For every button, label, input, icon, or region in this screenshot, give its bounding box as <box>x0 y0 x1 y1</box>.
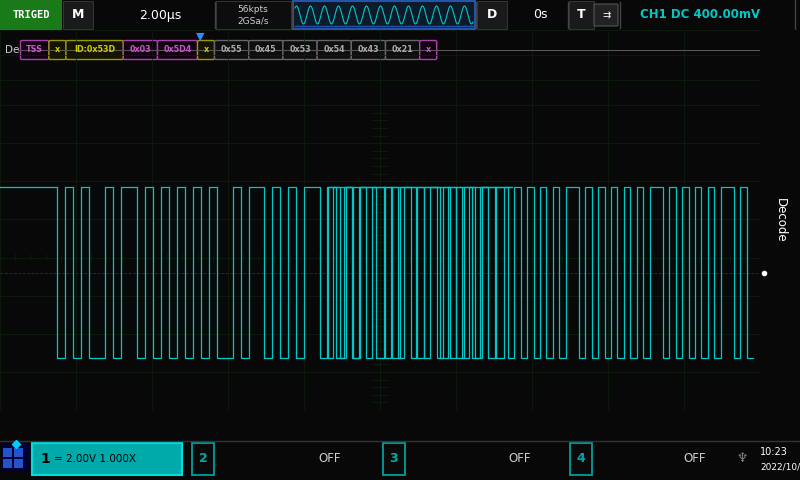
FancyBboxPatch shape <box>383 443 405 475</box>
Text: 0x21: 0x21 <box>392 46 414 55</box>
FancyBboxPatch shape <box>293 1 475 29</box>
FancyBboxPatch shape <box>14 448 23 457</box>
Text: ▼: ▼ <box>196 32 204 42</box>
Text: OFF: OFF <box>684 453 706 466</box>
FancyBboxPatch shape <box>569 1 594 29</box>
Text: 0x03: 0x03 <box>130 46 151 55</box>
Text: = 2.00V 1.000X: = 2.00V 1.000X <box>54 454 136 464</box>
FancyBboxPatch shape <box>3 459 12 468</box>
FancyBboxPatch shape <box>32 443 182 475</box>
FancyBboxPatch shape <box>63 1 93 29</box>
Text: OFF: OFF <box>509 453 531 466</box>
Text: De: De <box>5 45 19 55</box>
Text: 4: 4 <box>577 453 586 466</box>
Text: 3: 3 <box>390 453 398 466</box>
Text: 2: 2 <box>198 453 207 466</box>
Text: ⇉: ⇉ <box>602 10 610 20</box>
FancyBboxPatch shape <box>21 40 49 60</box>
Text: 56kpts: 56kpts <box>238 4 268 13</box>
FancyBboxPatch shape <box>477 1 507 29</box>
FancyBboxPatch shape <box>283 40 317 60</box>
Text: D: D <box>487 9 497 22</box>
Text: 0x55: 0x55 <box>221 46 242 55</box>
Text: Decode: Decode <box>774 198 786 242</box>
FancyBboxPatch shape <box>214 40 249 60</box>
FancyBboxPatch shape <box>123 40 158 60</box>
FancyBboxPatch shape <box>594 4 618 26</box>
FancyBboxPatch shape <box>570 443 592 475</box>
FancyBboxPatch shape <box>317 40 351 60</box>
Text: 0x5D4: 0x5D4 <box>163 46 192 55</box>
Text: T: T <box>577 9 586 22</box>
FancyBboxPatch shape <box>198 40 214 60</box>
Text: TSS: TSS <box>26 46 43 55</box>
Text: x: x <box>55 46 60 55</box>
Text: 2022/10/20: 2022/10/20 <box>760 463 800 471</box>
Text: 0x45: 0x45 <box>255 46 277 55</box>
Text: M: M <box>72 9 84 22</box>
Text: x: x <box>426 46 430 55</box>
Text: 0s: 0s <box>533 9 547 22</box>
Text: CH1 DC 400.00mV: CH1 DC 400.00mV <box>640 9 760 22</box>
FancyBboxPatch shape <box>158 40 198 60</box>
Text: ♆: ♆ <box>736 453 748 466</box>
FancyBboxPatch shape <box>49 40 66 60</box>
FancyBboxPatch shape <box>351 40 386 60</box>
Text: 0x54: 0x54 <box>323 46 345 55</box>
Text: 0x43: 0x43 <box>358 46 379 55</box>
FancyBboxPatch shape <box>66 40 123 60</box>
FancyBboxPatch shape <box>0 0 62 30</box>
Text: 1: 1 <box>40 452 50 466</box>
Text: ID:0x53D: ID:0x53D <box>74 46 115 55</box>
Text: 10:23: 10:23 <box>760 447 788 457</box>
Text: OFF: OFF <box>318 453 342 466</box>
Text: x: x <box>203 46 209 55</box>
FancyBboxPatch shape <box>192 443 214 475</box>
FancyBboxPatch shape <box>249 40 283 60</box>
FancyBboxPatch shape <box>3 448 12 457</box>
FancyBboxPatch shape <box>14 459 23 468</box>
Text: 0x53: 0x53 <box>289 46 311 55</box>
Text: 2GSa/s: 2GSa/s <box>238 16 269 25</box>
Text: 2.00μs: 2.00μs <box>139 9 181 22</box>
FancyBboxPatch shape <box>2 444 30 472</box>
FancyBboxPatch shape <box>386 40 420 60</box>
FancyBboxPatch shape <box>216 1 291 29</box>
FancyBboxPatch shape <box>420 40 437 60</box>
Text: TRIGED: TRIGED <box>12 10 50 20</box>
